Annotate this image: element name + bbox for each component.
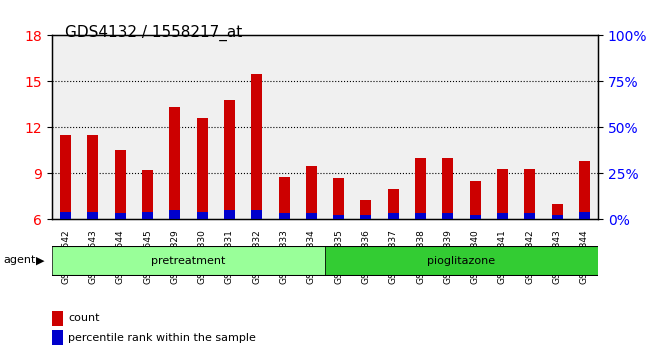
Bar (525, 169, 535, 219)
Text: count: count (68, 313, 100, 323)
Bar (306, 213, 317, 219)
Bar (333, 178, 344, 219)
Bar (142, 170, 153, 219)
Text: percentile rank within the sample: percentile rank within the sample (68, 332, 256, 343)
Bar (415, 213, 426, 219)
Bar (60, 212, 71, 219)
Bar (525, 213, 535, 219)
Text: ▶: ▶ (36, 255, 44, 265)
Bar (415, 158, 426, 219)
Text: pretreatment: pretreatment (151, 256, 226, 266)
Bar (88, 135, 98, 219)
Bar (361, 215, 371, 219)
Bar (552, 204, 562, 219)
FancyBboxPatch shape (52, 246, 325, 276)
Bar (252, 210, 262, 219)
Bar (443, 213, 453, 219)
Bar (60, 135, 71, 219)
Bar (142, 212, 153, 219)
Bar (470, 181, 480, 219)
Bar (361, 200, 371, 219)
FancyBboxPatch shape (325, 246, 598, 276)
Bar (224, 100, 235, 219)
Bar (497, 169, 508, 219)
Bar (552, 215, 562, 219)
Bar (88, 212, 98, 219)
Bar (52, 330, 63, 345)
Bar (279, 177, 289, 219)
Bar (306, 166, 317, 219)
Text: agent: agent (3, 255, 36, 265)
Bar (197, 118, 207, 219)
Bar (170, 210, 180, 219)
Bar (497, 213, 508, 219)
Bar (115, 213, 125, 219)
Bar (333, 215, 344, 219)
Bar (224, 210, 235, 219)
Bar (197, 212, 207, 219)
Bar (252, 74, 262, 219)
Bar (115, 150, 125, 219)
Text: pioglitazone: pioglitazone (428, 256, 495, 266)
Bar (470, 215, 480, 219)
Bar (279, 213, 289, 219)
Text: GDS4132 / 1558217_at: GDS4132 / 1558217_at (65, 25, 242, 41)
Bar (52, 311, 63, 326)
Bar (170, 108, 180, 219)
Bar (388, 189, 398, 219)
Bar (443, 158, 453, 219)
Bar (388, 213, 398, 219)
Bar (579, 161, 590, 219)
Bar (579, 212, 590, 219)
